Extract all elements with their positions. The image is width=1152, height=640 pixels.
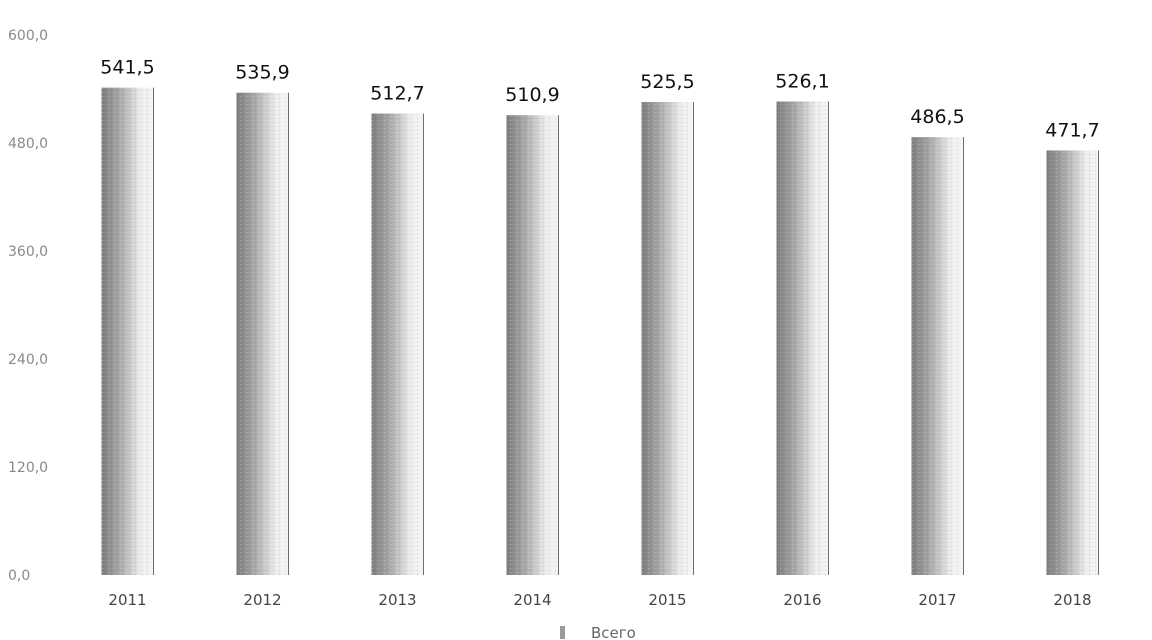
data-label: 486,5	[910, 106, 964, 128]
x-tick-label: 2016	[783, 591, 821, 609]
x-axis: 2011 2012 2013 2014 2015 2016 2017 2018	[108, 591, 1091, 609]
x-tick-label: 2017	[918, 591, 956, 609]
data-label: 541,5	[100, 57, 154, 79]
x-tick-label: 2014	[513, 591, 551, 609]
bar-texture	[506, 115, 559, 575]
x-tick-label: 2015	[648, 591, 686, 609]
bars: 541,5 535,9 512,7 510,9 525,5 526,1 486,5 471,7	[100, 57, 1100, 576]
y-tick-label: 480,0	[8, 136, 48, 152]
data-label: 471,7	[1045, 119, 1099, 141]
y-tick-label: 240,0	[8, 352, 48, 368]
legend-swatch	[560, 626, 565, 639]
x-tick-label: 2013	[378, 591, 416, 609]
bar-texture	[641, 102, 694, 576]
y-tick-label: 0,0	[8, 568, 30, 584]
data-label: 526,1	[775, 71, 829, 93]
x-tick-label: 2012	[243, 591, 281, 609]
bar-texture	[1046, 150, 1099, 575]
data-label: 512,7	[370, 83, 424, 105]
data-label: 510,9	[505, 84, 559, 106]
x-tick-label: 2011	[108, 591, 146, 609]
bar-texture	[236, 92, 289, 575]
bar-texture	[101, 87, 154, 576]
y-tick-label: 120,0	[8, 460, 48, 476]
y-tick-label: 600,0	[8, 28, 48, 44]
bar-texture	[911, 137, 964, 575]
legend: Всего	[560, 624, 636, 640]
data-label: 525,5	[640, 71, 694, 93]
bar-texture	[371, 113, 424, 575]
data-label: 535,9	[235, 62, 289, 84]
x-tick-label: 2018	[1053, 591, 1091, 609]
y-axis: 0,0 120,0 240,0 360,0 480,0 600,0	[8, 28, 48, 584]
bar-texture	[776, 101, 829, 575]
legend-label: Всего	[591, 624, 636, 640]
y-tick-label: 360,0	[8, 244, 48, 260]
